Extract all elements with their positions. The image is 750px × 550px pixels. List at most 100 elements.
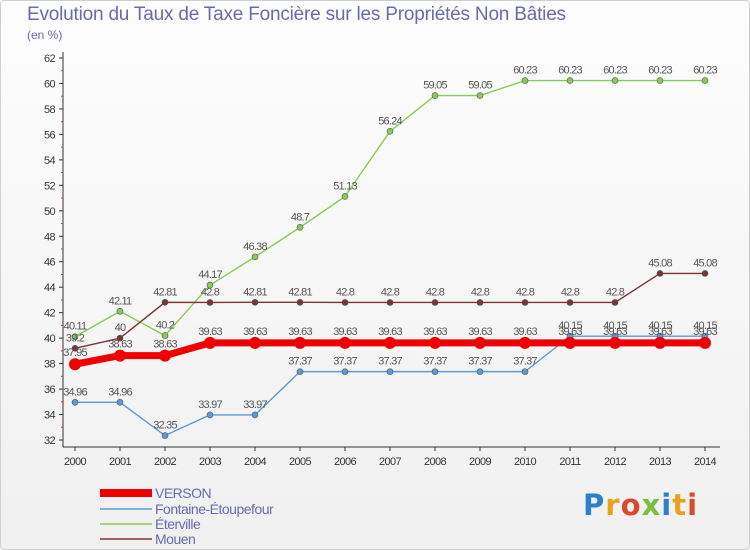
- data-point: [609, 336, 621, 349]
- x-tick-label: 2009: [469, 456, 492, 468]
- data-label: 60.23: [513, 65, 537, 77]
- x-tick-label: 2008: [424, 456, 447, 468]
- proxiti-logo: Proxiti: [583, 488, 698, 522]
- data-label: 60.23: [558, 65, 582, 77]
- data-point: [431, 368, 439, 375]
- y-tick-label: 48: [44, 231, 56, 243]
- data-point: [341, 193, 349, 200]
- data-point: [116, 334, 124, 342]
- data-label: 42.8: [606, 286, 625, 298]
- data-point: [71, 345, 79, 352]
- legend-label: Mouen: [155, 531, 195, 547]
- data-label: 39.63: [333, 326, 357, 338]
- data-point: [159, 349, 171, 362]
- data-point: [566, 77, 574, 84]
- data-label: 39.63: [468, 326, 492, 338]
- data-label: 40.15: [558, 320, 582, 332]
- data-point: [71, 399, 79, 406]
- data-label: 60.23: [693, 65, 717, 77]
- data-point: [114, 349, 126, 362]
- data-point: [204, 336, 216, 349]
- logo-letter: r: [605, 488, 621, 522]
- data-label: 42.81: [288, 286, 312, 298]
- data-label: 38.63: [108, 339, 132, 351]
- data-label: 37.37: [513, 356, 537, 368]
- x-tick-label: 2014: [694, 456, 717, 468]
- data-point: [699, 336, 711, 349]
- data-point: [521, 299, 529, 306]
- data-label: 42.81: [243, 286, 267, 298]
- data-label: 34.96: [63, 386, 87, 398]
- data-label: 51.13: [333, 180, 357, 192]
- data-label: 39.63: [558, 326, 582, 338]
- data-label: 37.95: [63, 347, 87, 359]
- x-tick-label: 2007: [379, 456, 402, 468]
- logo-letter: o: [620, 488, 642, 522]
- y-tick-label: 56: [44, 129, 56, 141]
- data-point: [69, 358, 81, 371]
- data-point: [206, 281, 214, 289]
- data-label: 38.63: [153, 339, 177, 351]
- x-tick-label: 2004: [244, 456, 267, 468]
- data-point: [431, 299, 439, 306]
- data-label: 40: [115, 322, 126, 334]
- data-label: 34.96: [108, 386, 132, 398]
- data-label: 39.63: [693, 326, 717, 338]
- legend-label: Fontaine-Étoupefour: [155, 501, 274, 517]
- data-point: [519, 336, 531, 349]
- data-label: 39.63: [288, 326, 312, 338]
- data-label: 42.8: [516, 286, 535, 298]
- data-label: 42.8: [426, 286, 445, 298]
- data-label: 56.24: [378, 115, 402, 127]
- data-label: 39.2: [66, 332, 85, 344]
- data-label: 32.35: [153, 420, 177, 432]
- y-tick-label: 44: [44, 282, 56, 294]
- data-label: 40.15: [603, 320, 627, 332]
- data-point: [476, 92, 484, 99]
- data-label: 42.8: [471, 286, 490, 298]
- data-point: [161, 332, 169, 339]
- logo-letter: t: [672, 488, 688, 522]
- logo-letter: P: [583, 488, 606, 522]
- data-label: 37.37: [288, 356, 312, 368]
- data-point: [71, 333, 79, 341]
- y-tick-label: 50: [44, 206, 56, 218]
- data-label: 42.8: [201, 286, 220, 298]
- data-label: 40.15: [693, 320, 717, 332]
- data-point: [474, 336, 486, 349]
- data-point: [296, 299, 304, 306]
- data-point: [116, 307, 124, 315]
- data-point: [116, 399, 124, 406]
- data-label: 33.97: [198, 399, 222, 411]
- data-point: [566, 299, 574, 306]
- data-label: 37.37: [423, 356, 447, 368]
- data-label: 37.37: [468, 356, 492, 368]
- x-tick-label: 2010: [514, 456, 537, 468]
- data-point: [611, 299, 619, 306]
- x-tick-label: 2002: [154, 456, 177, 468]
- x-tick-label: 2011: [559, 456, 581, 468]
- data-point: [429, 336, 441, 349]
- data-label: 33.97: [243, 399, 267, 411]
- data-label: 42.11: [109, 295, 132, 307]
- data-label: 59.05: [423, 80, 447, 92]
- data-point: [431, 92, 439, 99]
- data-point: [161, 432, 169, 439]
- y-tick-label: 54: [44, 155, 56, 167]
- x-tick-label: 2003: [199, 456, 222, 468]
- data-point: [654, 336, 666, 349]
- x-tick-label: 2005: [289, 456, 312, 468]
- data-point: [701, 270, 709, 277]
- data-point: [521, 368, 529, 375]
- data-point: [249, 336, 261, 349]
- data-label: 37.37: [378, 356, 402, 368]
- data-label: 42.8: [561, 286, 580, 298]
- x-tick-label: 2013: [649, 456, 672, 468]
- data-point: [521, 77, 529, 84]
- data-label: 39.63: [423, 326, 447, 338]
- y-tick-label: 36: [44, 384, 56, 396]
- data-label: 40.11: [64, 321, 87, 333]
- y-tick-label: 46: [44, 257, 56, 269]
- data-point: [161, 299, 169, 306]
